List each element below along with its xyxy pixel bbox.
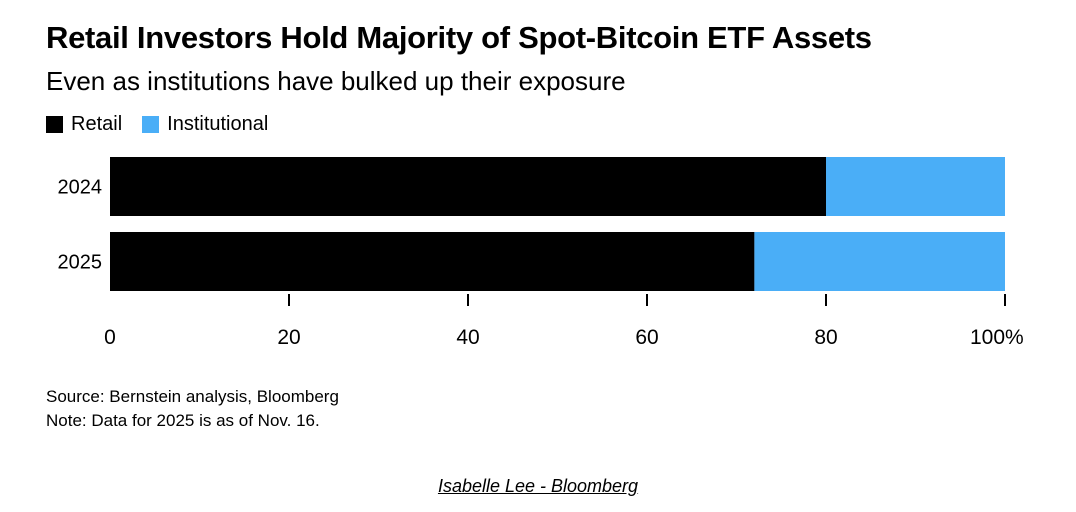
bar-retail-2025 [110, 232, 755, 291]
legend-label-institutional: Institutional [167, 113, 269, 135]
bar-institutional-2025 [754, 232, 1005, 291]
legend-swatch-institutional [142, 116, 160, 133]
source-text: Source: Bernstein analysis, Bloomberg [46, 387, 339, 406]
legend-item-institutional: Institutional [142, 113, 268, 136]
chart-title: Retail Investors Hold Majority of Spot-B… [46, 20, 872, 55]
bar-chart: 2024 2025 0 20 40 60 80 100% [58, 157, 1024, 349]
legend-swatch-retail [46, 116, 63, 133]
credit-link[interactable]: Isabelle Lee - Bloomberg [437, 476, 639, 496]
legend: Retail Institutional [46, 113, 288, 136]
x-tick-label-80: 80 [814, 326, 837, 349]
x-tick-label-60: 60 [635, 326, 658, 349]
x-tick-label-20: 20 [277, 326, 300, 349]
chart-subtitle: Even as institutions have bulked up thei… [46, 66, 626, 96]
legend-label-retail: Retail [71, 113, 123, 135]
x-tick-label-40: 40 [456, 326, 479, 349]
legend-item-retail: Retail [46, 113, 122, 136]
category-label-2025: 2025 [58, 252, 103, 274]
x-tick-label-0: 0 [104, 326, 116, 349]
note-text: Note: Data for 2025 is as of Nov. 16. [46, 411, 320, 430]
category-label-2024: 2024 [58, 177, 103, 199]
x-tick-label-100: 100% [970, 326, 1024, 349]
bar-retail-2024 [110, 157, 826, 216]
bar-institutional-2024 [826, 157, 1005, 216]
